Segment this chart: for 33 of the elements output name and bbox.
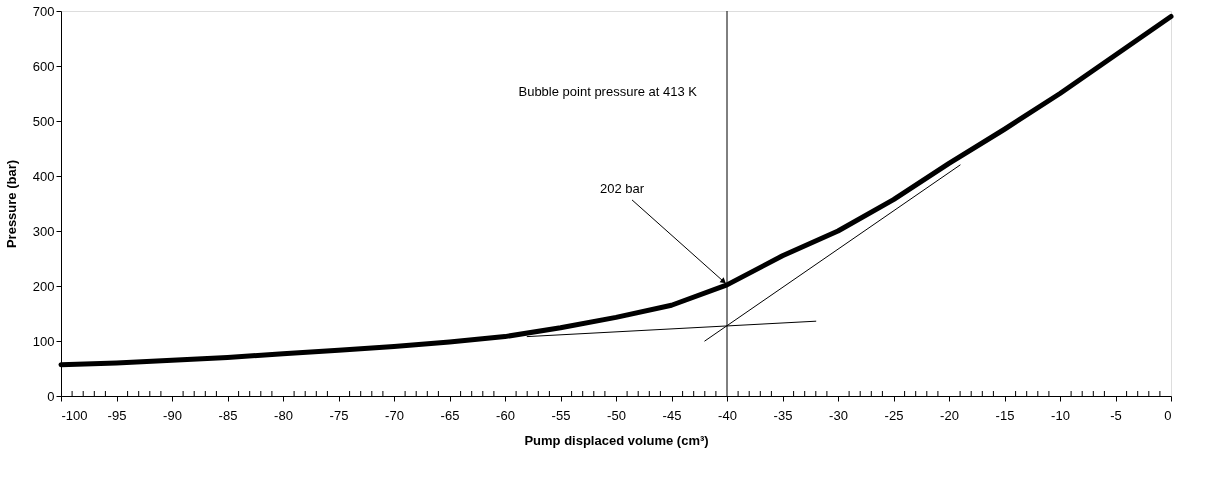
ref-line-label: Bubble point pressure at 413 K bbox=[518, 83, 698, 99]
x-tick-label: -50 bbox=[607, 407, 626, 423]
x-tick-label: -60 bbox=[496, 407, 515, 423]
x-tick-label: -65 bbox=[440, 407, 460, 423]
x-tick-label: -10 bbox=[1051, 407, 1070, 423]
x-tick-label: -55 bbox=[551, 407, 571, 423]
x-axis-title: Pump displaced volume (cm³) bbox=[524, 432, 709, 448]
x-tick-label: -85 bbox=[218, 407, 238, 423]
x-tick-label: -90 bbox=[163, 407, 182, 423]
x-tick-label: -40 bbox=[718, 407, 737, 423]
x-tick-label: -95 bbox=[107, 407, 127, 423]
x-tick-label: -5 bbox=[1110, 407, 1122, 423]
x-tick-label: -70 bbox=[385, 407, 404, 423]
x-tick-label: 0 bbox=[1164, 407, 1172, 423]
x-tick-label: -15 bbox=[995, 407, 1015, 423]
x-tick-label: -45 bbox=[662, 407, 682, 423]
x-tick-label: -20 bbox=[940, 407, 959, 423]
y-axis-title: Pressure (bar) bbox=[3, 159, 19, 249]
x-tick-label: -75 bbox=[329, 407, 349, 423]
y-tick-label: 600 bbox=[32, 58, 55, 74]
y-tick-label: 500 bbox=[32, 113, 55, 129]
y-tick-label: 100 bbox=[32, 333, 55, 349]
y-tick-label: 200 bbox=[32, 278, 55, 294]
annotation: 202 bar bbox=[599, 180, 645, 196]
y-tick-label: 300 bbox=[32, 223, 55, 239]
x-tick-label: -30 bbox=[829, 407, 848, 423]
y-tick-label: 700 bbox=[32, 3, 55, 19]
x-tick-label: -25 bbox=[884, 407, 904, 423]
x-tick-label: -80 bbox=[274, 407, 293, 423]
y-tick-label: 400 bbox=[32, 168, 55, 184]
y-tick-label: 0 bbox=[47, 388, 55, 404]
x-tick-label: -100 bbox=[61, 407, 88, 423]
x-tick-label: -35 bbox=[773, 407, 793, 423]
